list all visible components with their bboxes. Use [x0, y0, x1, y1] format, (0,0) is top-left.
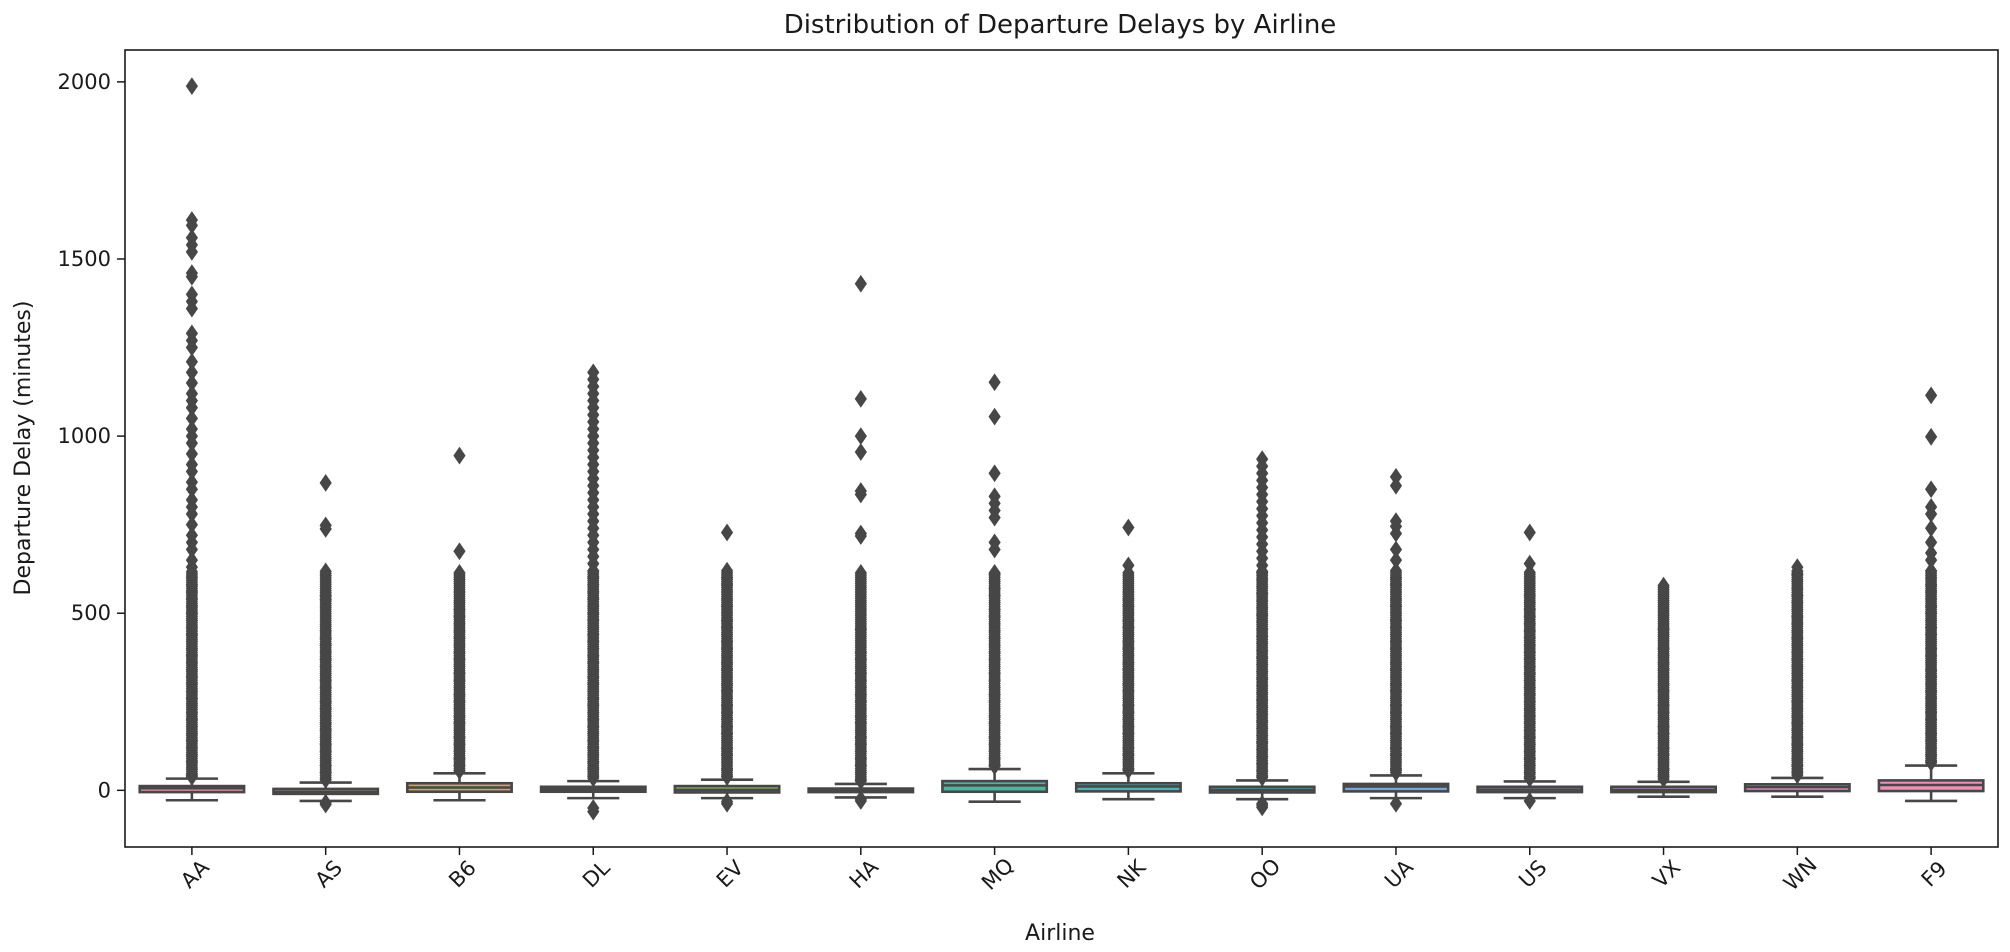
outlier-point: [1657, 578, 1670, 597]
plot-area-frame: [124, 49, 1999, 848]
box-oo: [1208, 450, 1316, 817]
y-tick-label: 500: [71, 601, 111, 625]
x-tick-label: AS: [310, 856, 347, 893]
y-tick-label: 0: [98, 778, 111, 802]
box-series: [138, 77, 1985, 821]
outlier-point: [988, 464, 1001, 483]
outlier-point: [854, 427, 867, 445]
x-tick-label: HA: [845, 854, 884, 893]
x-tick-label: VX: [1648, 855, 1685, 892]
y-axis: 0 500 1000 1500 2000: [58, 70, 125, 802]
outlier-point: [1256, 562, 1269, 581]
x-tick-label: DL: [578, 856, 615, 893]
outlier-point: [185, 243, 198, 261]
outlier-point: [720, 523, 734, 542]
outlier-point: [185, 77, 198, 96]
x-tick-label: B6: [444, 856, 481, 893]
outlier-point: [1389, 476, 1403, 495]
outlier-point: [988, 563, 1001, 582]
outlier-point: [319, 520, 332, 538]
y-tick-label: 1500: [58, 247, 111, 271]
y-axis-label: Departure Delay (minutes): [11, 301, 36, 596]
outlier-point: [1389, 563, 1403, 582]
outlier-point: [1925, 427, 1938, 446]
box-ua: [1342, 467, 1450, 813]
outlier-point: [1523, 523, 1536, 542]
y-tick-label: 1000: [58, 424, 111, 448]
outlier-point: [185, 267, 198, 286]
x-axis: AA AS B6 DL EV HA MQ NK OO UA US VX WN F9: [176, 847, 1952, 895]
outlier-point: [453, 563, 466, 582]
x-tick-label: OO: [1245, 854, 1285, 894]
chart-title: Distribution of Departure Delays by Airl…: [784, 10, 1337, 40]
outlier-point: [854, 390, 867, 408]
x-tick-label: F9: [1917, 857, 1952, 892]
x-tick-label: WN: [1779, 853, 1822, 896]
y-tick-label: 2000: [58, 70, 111, 94]
x-tick-label: NK: [1113, 854, 1152, 893]
outlier-point: [720, 563, 734, 582]
outlier-point: [185, 562, 198, 581]
outlier-point: [587, 563, 600, 582]
x-tick-label: UA: [1380, 855, 1418, 893]
outlier-point: [988, 407, 1001, 426]
outlier-point: [587, 799, 600, 817]
outlier-point: [854, 563, 867, 582]
outlier-point: [1925, 386, 1938, 405]
outlier-point: [1389, 794, 1403, 813]
box-vx: [1610, 576, 1718, 799]
box-ha: [807, 274, 915, 810]
box-mq: [941, 373, 1049, 803]
outlier-point: [988, 508, 1001, 527]
box-aa: [138, 77, 246, 802]
outlier-point: [1925, 480, 1938, 499]
outlier-point: [1925, 562, 1938, 581]
outlier-point: [1791, 562, 1804, 580]
box-us: [1476, 523, 1584, 810]
box-nk: [1074, 518, 1182, 801]
box-ev: [673, 523, 781, 813]
outlier-point: [1523, 563, 1536, 582]
box-b6: [405, 446, 513, 802]
outlier-point: [988, 540, 1001, 559]
outlier-point: [453, 542, 466, 561]
box-dl: [539, 363, 647, 821]
x-tick-label: EV: [712, 855, 749, 892]
outlier-point: [1122, 518, 1135, 537]
box-wn: [1743, 558, 1851, 799]
box-f9: [1877, 386, 1985, 803]
outlier-point: [854, 274, 867, 293]
outlier-point: [1122, 563, 1135, 582]
outlier-point: [319, 562, 332, 581]
outlier-point: [453, 446, 466, 465]
box-as: [272, 473, 380, 814]
x-tick-label: US: [1514, 855, 1551, 892]
outlier-point: [854, 443, 867, 461]
outlier-point: [185, 299, 198, 318]
outlier-point: [854, 527, 867, 545]
outlier-point: [854, 485, 867, 504]
x-tick-label: MQ: [977, 853, 1018, 894]
x-axis-label: Airline: [1025, 921, 1095, 946]
outlier-point: [988, 373, 1001, 392]
x-tick-label: AA: [176, 855, 214, 893]
outlier-point: [319, 473, 332, 492]
